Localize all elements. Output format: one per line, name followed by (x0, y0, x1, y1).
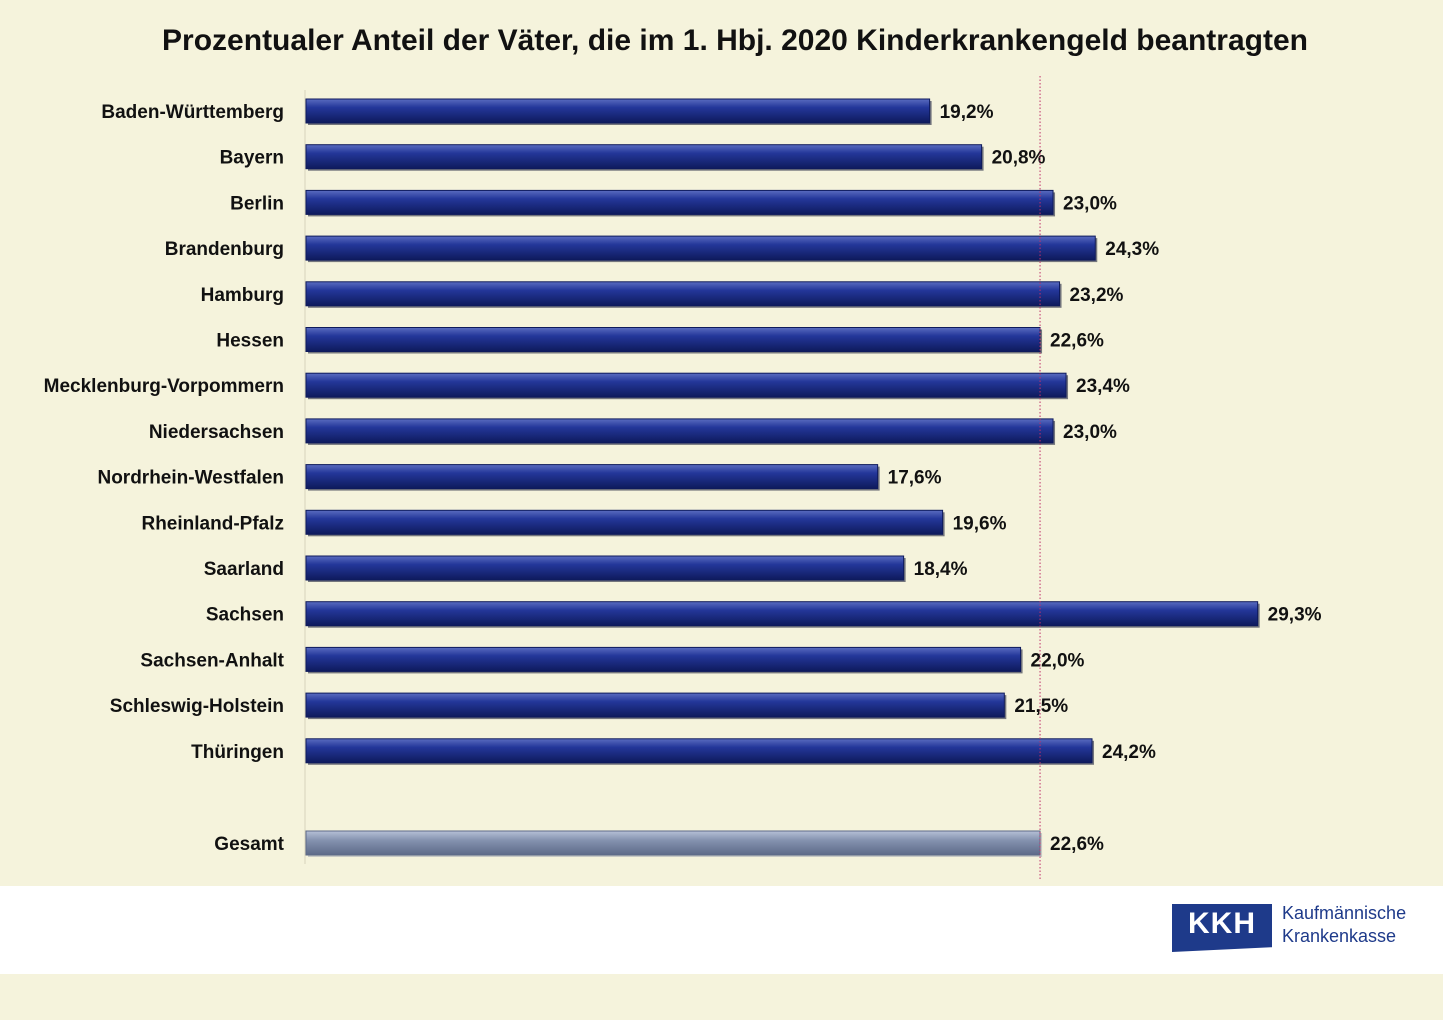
bar-12 (305, 646, 1022, 672)
category-label-8: Nordrhein-Westfalen (97, 468, 284, 489)
bar-6 (305, 372, 1067, 398)
value-label-10: 18,4% (914, 559, 968, 580)
bar-5 (305, 327, 1041, 352)
bar-1 (305, 144, 983, 170)
bar-3 (305, 235, 1096, 261)
category-label-1: Bayern (220, 148, 284, 169)
value-label-total: 22,6% (1050, 834, 1104, 855)
bar-2 (305, 189, 1054, 215)
value-label-7: 23,0% (1063, 422, 1117, 443)
category-label-11: Sachsen (206, 605, 284, 626)
value-label-8: 17,6% (888, 468, 942, 489)
category-label-6: Mecklenburg-Vorpommern (44, 376, 284, 397)
kkh-logo-mark: KKH (1172, 904, 1272, 952)
bar-11 (305, 601, 1259, 627)
value-label-12: 22,0% (1031, 650, 1085, 671)
category-label-5: Hessen (216, 331, 284, 352)
value-label-6: 23,4% (1076, 376, 1130, 397)
value-label-1: 20,8% (992, 148, 1046, 169)
chart-title: Prozentualer Anteil der Väter, die im 1.… (162, 24, 1308, 57)
category-label-12: Sachsen-Anhalt (140, 650, 284, 671)
chart-panel: Prozentualer Anteil der Väter, die im 1.… (0, 0, 1443, 886)
value-label-0: 19,2% (940, 102, 994, 123)
logo-line-1: Kaufmännische (1282, 903, 1407, 923)
value-label-13: 21,5% (1014, 696, 1068, 717)
kkh-logo-text: Kaufmännische Krankenkasse (1282, 902, 1443, 948)
category-label-10: Saarland (204, 559, 284, 580)
category-label-13: Schleswig-Holstein (110, 696, 284, 717)
bar-4 (305, 281, 1061, 307)
category-label-0: Baden-Württemberg (101, 102, 284, 123)
total-bar (305, 830, 1041, 856)
bar-9 (305, 509, 944, 535)
value-label-3: 24,3% (1105, 239, 1159, 260)
bar-8 (305, 464, 879, 490)
value-label-14: 24,2% (1102, 742, 1156, 763)
footer-band (0, 974, 1443, 1020)
bar-7 (305, 418, 1054, 444)
logo-line-2: Krankenkasse (1282, 926, 1397, 946)
value-label-11: 29,3% (1268, 605, 1322, 626)
value-label-4: 23,2% (1070, 285, 1124, 306)
category-label-9: Rheinland-Pfalz (141, 513, 284, 534)
category-label-4: Hamburg (201, 285, 284, 306)
bar-10 (305, 555, 905, 581)
bar-0 (305, 98, 931, 124)
category-label-total: Gesamt (214, 834, 284, 855)
bar-14 (305, 738, 1093, 764)
bar-chart: Baden-Württemberg 19,2% Bayern 20,8% Berlin 2… (44, 76, 1322, 880)
value-label-2: 23,0% (1063, 193, 1117, 214)
category-label-3: Brandenburg (165, 239, 284, 260)
value-label-9: 19,6% (953, 513, 1007, 534)
category-label-7: Niedersachsen (149, 422, 284, 443)
value-label-5: 22,6% (1050, 331, 1104, 352)
category-label-2: Berlin (230, 193, 284, 214)
category-label-14: Thüringen (191, 742, 284, 763)
bar-13 (305, 692, 1005, 718)
